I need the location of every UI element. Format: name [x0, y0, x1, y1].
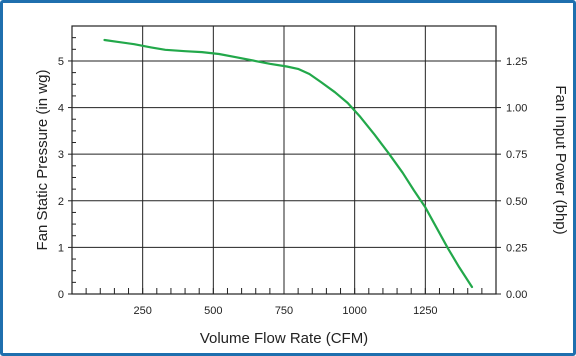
y2-tick-label: 0.50	[506, 196, 527, 208]
series-layer	[103, 38, 474, 289]
y-tick-label: 5	[58, 56, 64, 68]
x-axis-title: Volume Flow Rate (CFM)	[200, 330, 368, 347]
minor-ticks	[72, 37, 483, 294]
y-tick-label: 3	[58, 149, 64, 161]
plot-area	[71, 25, 497, 295]
y2-tick-label: 0.25	[506, 242, 527, 254]
y-tick-label: 2	[58, 196, 64, 208]
y2-axis-title: Fan Input Power (bhp)	[552, 85, 569, 234]
x-tick-label: 750	[275, 305, 293, 317]
y-tick-label: 4	[58, 103, 64, 115]
y-tick-labels: 0 1 2 3 4 5	[58, 56, 72, 301]
y2-tick-label: 0.75	[506, 149, 527, 161]
grid-lines	[72, 26, 496, 294]
y2-tick-labels: 0.00 0.25 0.50 0.75 1.00 1.25	[496, 56, 527, 301]
y-tick-label: 0	[58, 289, 64, 301]
x-tick-label: 500	[204, 305, 222, 317]
series-line	[103, 38, 474, 289]
x-tick-labels: 250 500 750 1000 1250	[133, 305, 437, 317]
y-tick-label: 1	[58, 242, 64, 254]
x-tick-label: 1250	[413, 305, 437, 317]
x-tick-label: 1000	[342, 305, 366, 317]
x-tick-label: 250	[133, 305, 151, 317]
y-axis-title: Fan Static Pressure (in wg)	[34, 70, 51, 251]
y2-tick-label: 1.00	[506, 103, 527, 115]
y2-tick-label: 1.25	[506, 56, 527, 68]
y2-tick-label: 0.00	[506, 289, 527, 301]
